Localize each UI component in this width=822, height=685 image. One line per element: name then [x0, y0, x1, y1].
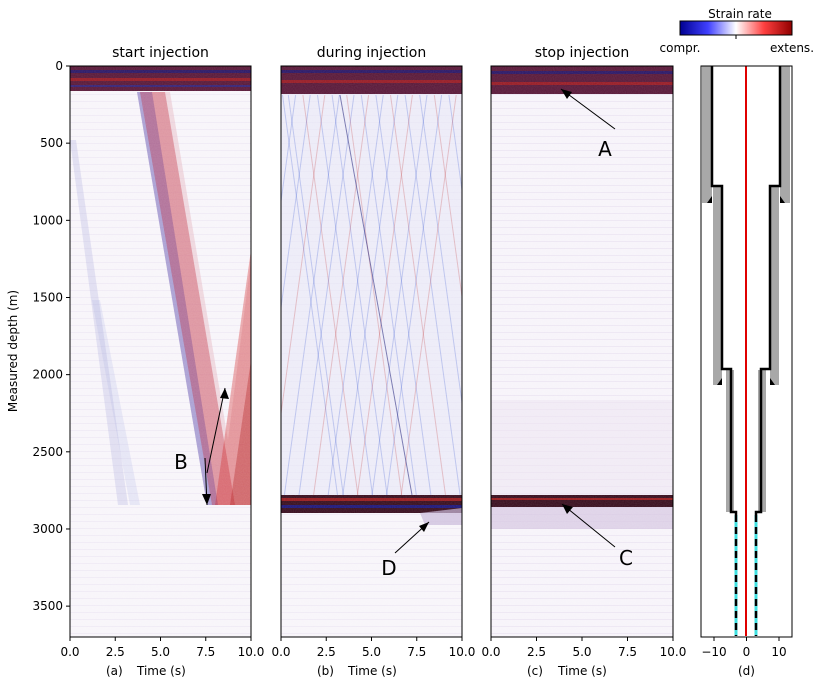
x-tick-label: 7.5 — [196, 645, 215, 659]
panel-b-x-axis: 0.0 2.5 5.0 7.5 10.0 (b) Time (s) — [271, 637, 475, 678]
y-tick-label: 1500 — [32, 290, 63, 304]
x-tick-label: 10.0 — [449, 645, 476, 659]
panel-a-label: (a) — [106, 664, 123, 678]
annotation-d-label: D — [381, 556, 396, 580]
panel-d: −10 0 10 (d) — [700, 65, 793, 678]
y-tick-label: 2000 — [32, 368, 63, 382]
colorbar-left-label: compr. — [660, 41, 701, 55]
panel-c: stop injection A C 0.0 2.5 5.0 7.5 10.0 (c) … — [481, 45, 686, 678]
x-tick-label: 7.5 — [618, 645, 637, 659]
colorbar-title: Strain rate — [708, 7, 772, 21]
y-tick-label: 2500 — [32, 445, 63, 459]
panel-b-title: during injection — [317, 45, 426, 61]
x-tick-label: 2.5 — [317, 645, 336, 659]
colorbar-right-label: extens. — [770, 41, 814, 55]
panel-c-title: stop injection — [535, 45, 629, 61]
colorbar-gradient — [679, 20, 793, 36]
annotation-a: A — [560, 88, 616, 161]
panel-a-xlabel: Time (s) — [136, 664, 186, 678]
annotation-b: B — [174, 387, 229, 506]
panel-d-label: (d) — [738, 664, 755, 678]
y-tick-label: 3500 — [32, 599, 63, 613]
y-tick-label: 3000 — [32, 522, 63, 536]
well-schematic — [702, 66, 790, 636]
y-axis: 0 500 1000 1500 2000 2500 3000 3500 Measured de… — [6, 59, 70, 613]
panel-a-heatmap — [70, 66, 251, 637]
panel-a: start injection 0 500 1000 1500 2000 2500 3000… — [6, 45, 264, 678]
panel-c-heatmap — [491, 66, 673, 637]
panel-a-x-axis: 0.0 2.5 5.0 7.5 10.0 (a) Time (s) — [60, 637, 264, 678]
annotation-b-label: B — [174, 450, 188, 474]
y-tick-label: 1000 — [32, 213, 63, 227]
x-tick-label: 0.0 — [481, 645, 500, 659]
x-tick-label: 10.0 — [660, 645, 687, 659]
x-tick-label: 7.5 — [407, 645, 426, 659]
panel-b-xlabel: Time (s) — [347, 664, 397, 678]
panel-a-title: start injection — [112, 45, 209, 61]
x-tick-label: 10.0 — [238, 645, 265, 659]
panel-b: during injection D 0.0 2.5 5.0 7.5 10.0 (b) … — [271, 45, 475, 678]
x-tick-label: 0.0 — [271, 645, 290, 659]
annotation-c-label: C — [619, 546, 633, 570]
x-tick-label: 0 — [743, 645, 751, 659]
annotation-a-label: A — [598, 137, 612, 161]
panel-c-x-axis: 0.0 2.5 5.0 7.5 10.0 (c) Time (s) — [481, 637, 686, 678]
annotation-c: C — [561, 503, 633, 570]
colorbar: Strain rate compr. extens. — [660, 7, 814, 55]
x-tick-label: 5.0 — [362, 645, 381, 659]
panel-d-x-axis: −10 0 10 (d) — [701, 637, 787, 678]
panel-b-heatmap — [281, 66, 462, 637]
y-axis-label: Measured depth (m) — [6, 290, 20, 412]
panel-c-xlabel: Time (s) — [557, 664, 607, 678]
x-tick-label: 5.0 — [572, 645, 591, 659]
y-tick-label: 500 — [40, 136, 63, 150]
x-tick-label: 5.0 — [151, 645, 170, 659]
x-tick-label: 0.0 — [60, 645, 79, 659]
panel-b-label: (b) — [317, 664, 334, 678]
x-tick-label: 2.5 — [527, 645, 546, 659]
panel-c-label: (c) — [527, 664, 543, 678]
y-tick-label: 0 — [55, 59, 63, 73]
x-tick-label: −10 — [701, 645, 726, 659]
annotation-d: D — [381, 521, 430, 580]
x-tick-label: 10 — [771, 645, 786, 659]
x-tick-label: 2.5 — [106, 645, 125, 659]
